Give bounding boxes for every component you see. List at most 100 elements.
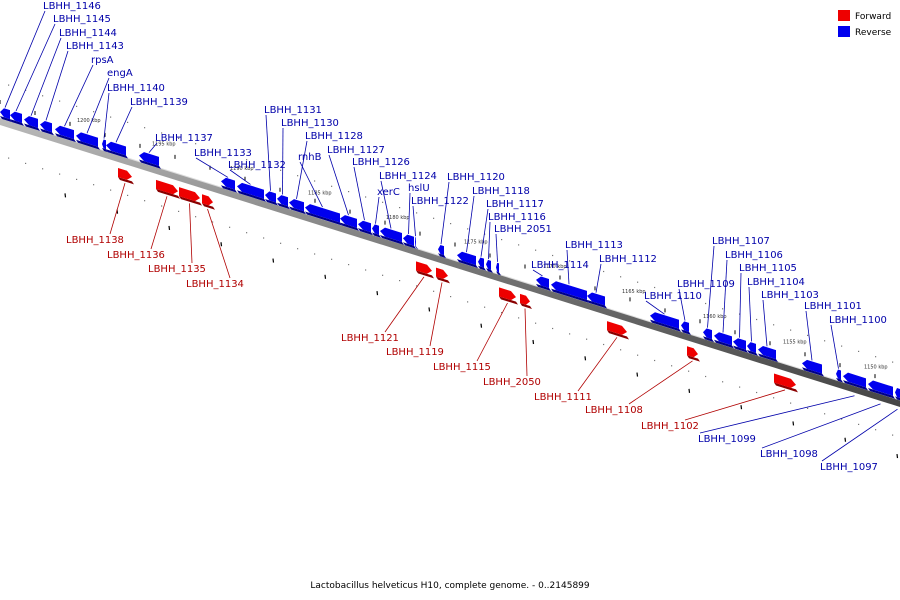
guide-dot [433, 217, 435, 219]
gene-leader-line [577, 337, 618, 392]
gene-lbhh-1099[interactable] [843, 372, 868, 391]
scale-label: 1165 kbp [622, 289, 646, 295]
genome-caption: Lactobacillus helveticus H10, complete g… [310, 581, 590, 591]
gene-lbhh-1144[interactable] [24, 116, 40, 131]
gene-lbhh-1126[interactable] [358, 220, 373, 236]
gene-label-lbhh-1140: LBHH_1140 [107, 83, 165, 94]
gene-lbhh-1116[interactable] [486, 259, 493, 273]
gene-label-lbhh-1124: LBHH_1124 [379, 171, 437, 182]
gene-label-lbhh-2051: LBHH_2051 [494, 224, 552, 235]
gene-leader-line [830, 324, 839, 369]
gene-lbhh-1113[interactable] [551, 281, 589, 303]
gene-lbhh-1143[interactable] [40, 121, 54, 136]
guide-dot [178, 210, 180, 212]
gene-xerc[interactable] [372, 224, 381, 238]
gene-lbhh-1117[interactable] [478, 257, 486, 271]
guide-dot [603, 343, 605, 346]
gene-lbhh-1101[interactable] [802, 359, 824, 377]
gene-lbhh-1134[interactable] [202, 194, 215, 210]
scale-tick [792, 421, 795, 426]
legend-reverse-swatch [838, 26, 850, 37]
gene-lbhh-1112[interactable] [587, 292, 607, 309]
guide-dot [331, 185, 333, 187]
gene-lbhh-1127[interactable] [340, 215, 359, 231]
gene-leader-line [476, 302, 508, 362]
gene-label-lbhh-1109: LBHH_1109 [677, 279, 735, 290]
gene-lbhh-1103[interactable] [758, 346, 778, 363]
gene-lbhh-1097[interactable] [895, 388, 900, 401]
gene-leader-line [761, 403, 881, 449]
gene-lbhh-1118[interactable] [457, 251, 478, 269]
gene-leader-line [678, 288, 686, 321]
gene-lbhh-1139[interactable] [106, 141, 128, 159]
scale-label: 1195 kbp [152, 142, 176, 148]
guide-dot [161, 132, 163, 134]
gene-label-lbhh-1116: LBHH_1116 [488, 212, 546, 223]
gene-lbhh-1110[interactable] [650, 312, 681, 332]
gene-lbhh-1146[interactable] [0, 108, 12, 123]
gene-label-lbhh-1103: LBHH_1103 [761, 290, 819, 301]
guide-dot [637, 281, 639, 283]
gene-label-lbhh-1146: LBHH_1146 [43, 1, 101, 12]
gene-lbhh-1130[interactable] [277, 195, 290, 210]
guide-dot [93, 111, 95, 113]
gene-lbhh-1121[interactable] [416, 261, 434, 279]
gene-label-lbhh-1113: LBHH_1113 [565, 240, 623, 251]
gene-enga[interactable] [76, 132, 100, 150]
guide-dot [875, 429, 877, 431]
gene-lbhh-1111[interactable] [607, 321, 629, 340]
gene-lbhh-1136[interactable] [156, 179, 180, 199]
gene-lbhh-1104[interactable] [747, 342, 758, 356]
guide-dot [161, 205, 163, 207]
scale-label: 1160 kbp [703, 314, 727, 320]
gene-leader-line [440, 181, 450, 245]
gene-lbhh-1131[interactable] [265, 191, 278, 206]
gene-lbhh-2050[interactable] [520, 293, 532, 310]
gene-lbhh-1137[interactable] [139, 152, 161, 169]
gene-lbhh-1145[interactable] [10, 111, 24, 126]
guide-dot [518, 317, 520, 319]
gene-lbhh-1119[interactable] [436, 267, 450, 284]
gene-lbhh-1120[interactable] [438, 244, 446, 259]
gene-leader-line [384, 276, 425, 333]
gene-lbhh-1124[interactable] [380, 227, 404, 245]
gene-lbhh-1114[interactable] [536, 276, 551, 292]
gene-rpsa[interactable] [55, 125, 76, 143]
gene-label-lbhh-1114: LBHH_1114 [531, 260, 589, 271]
guide-dot [399, 280, 401, 282]
gene-lbhh-2051[interactable] [496, 262, 501, 276]
gene-rnhb[interactable] [305, 204, 342, 226]
gene-lbhh-1140[interactable] [102, 139, 108, 153]
guide-dot [195, 216, 197, 218]
gene-leader-line [722, 259, 728, 333]
scale-tick [896, 453, 899, 459]
scale-tick [428, 307, 431, 312]
guide-dot [76, 105, 78, 107]
gene-label-lbhh-1132: LBHH_1132 [228, 160, 286, 171]
gene-lbhh-1115[interactable] [499, 287, 518, 305]
gene-lbhh-1122[interactable] [415, 237, 418, 250]
gene-lbhh-1109[interactable] [681, 321, 691, 335]
gene-lbhh-1100[interactable] [836, 369, 843, 383]
gene-lbhh-1098[interactable] [868, 380, 895, 399]
gene-label-lbhh-1126: LBHH_1126 [352, 157, 410, 168]
gene-hslu[interactable] [403, 234, 416, 249]
gene-lbhh-1135[interactable] [179, 187, 202, 206]
guide-dot [93, 184, 95, 186]
gene-lbhh-1102[interactable] [774, 373, 798, 393]
gene-lbhh-1108[interactable] [687, 346, 700, 362]
gene-leader-line [189, 203, 193, 264]
gene-lbhh-1128[interactable] [289, 199, 306, 215]
gene-lbhh-1106[interactable] [714, 332, 734, 349]
gene-lbhh-1133[interactable] [221, 177, 237, 193]
gene-label-lbhh-1110: LBHH_1110 [644, 291, 702, 302]
guide-dot [382, 201, 384, 203]
scale-label: 1170 kbp [543, 264, 567, 270]
gene-label-lbhh-1137: LBHH_1137 [155, 133, 213, 144]
gene-lbhh-1138[interactable] [118, 167, 134, 185]
gene-lbhh-1105[interactable] [733, 338, 748, 353]
gene-lbhh-1107[interactable] [703, 328, 714, 343]
guide-dot [705, 302, 707, 305]
gene-lbhh-1132[interactable] [237, 182, 266, 202]
